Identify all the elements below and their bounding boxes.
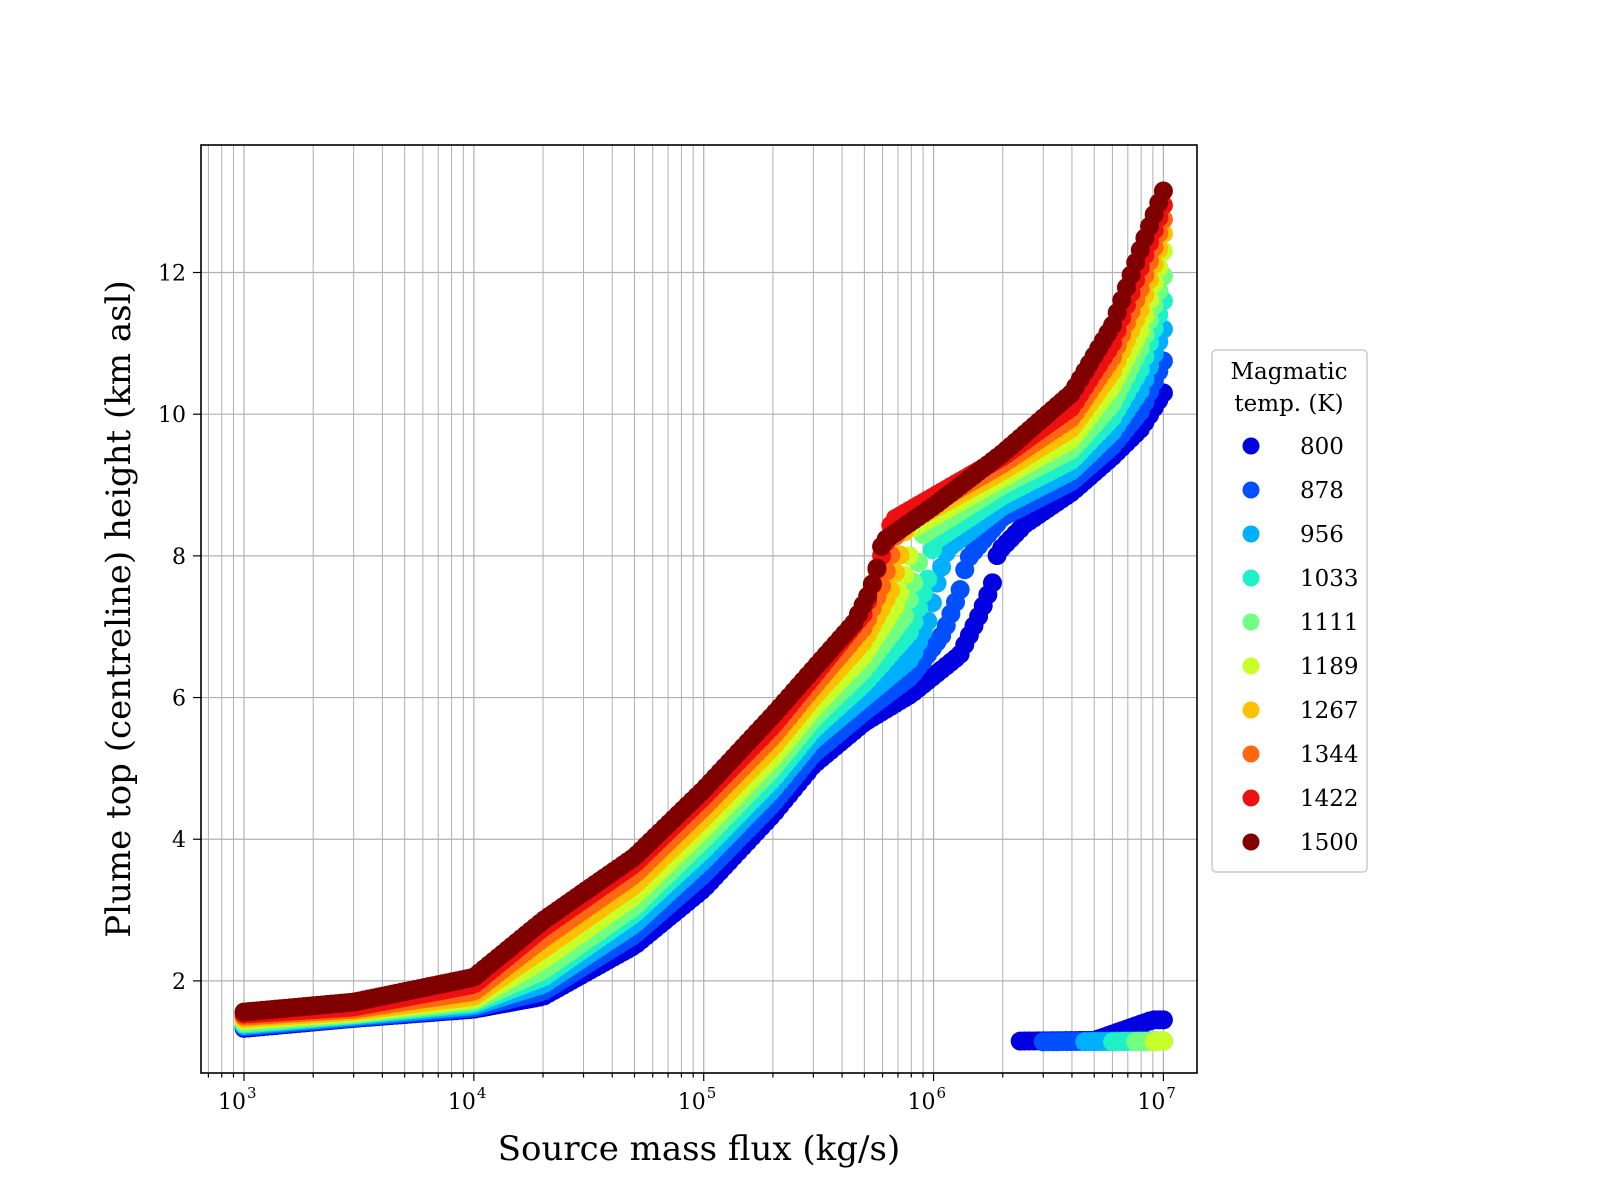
x-tick-base: 10 bbox=[1137, 1090, 1165, 1115]
legend-entry: 956 bbox=[1242, 522, 1344, 548]
x-tick-exponent: 4 bbox=[477, 1084, 487, 1102]
legend-entry: 1267 bbox=[1242, 698, 1359, 724]
legend-label: 1033 bbox=[1300, 566, 1359, 592]
legend-label: 800 bbox=[1300, 434, 1344, 460]
data-point bbox=[1153, 181, 1173, 201]
legend-label: 878 bbox=[1300, 478, 1344, 504]
x-tick-exponent: 7 bbox=[1166, 1084, 1176, 1102]
x-tick-label: 10 7 bbox=[1137, 1084, 1176, 1115]
legend-entry: 800 bbox=[1242, 434, 1344, 460]
legend-marker bbox=[1242, 525, 1260, 543]
grid-lines bbox=[201, 145, 1197, 1073]
legend-marker bbox=[1242, 789, 1260, 807]
x-tick-base: 10 bbox=[678, 1090, 706, 1115]
legend-label: 1344 bbox=[1300, 742, 1359, 768]
legend-marker bbox=[1242, 745, 1260, 763]
legend-label: 1189 bbox=[1300, 654, 1359, 680]
series-1500 bbox=[234, 181, 1173, 1022]
data-point bbox=[982, 573, 1002, 593]
data-point bbox=[932, 557, 952, 577]
x-tick-exponent: 5 bbox=[707, 1084, 717, 1102]
data-point bbox=[862, 574, 882, 594]
legend-entries: 800 878 956 1033 1111 1189 1267 1344 1422 1500 bbox=[1242, 434, 1359, 856]
x-tick-label: 10 5 bbox=[678, 1084, 717, 1115]
y-tick-label: 6 bbox=[172, 687, 186, 712]
legend-marker bbox=[1242, 701, 1260, 719]
legend-label: 1111 bbox=[1300, 610, 1359, 636]
legend-marker bbox=[1242, 657, 1260, 675]
x-tick-label: 10 6 bbox=[908, 1084, 947, 1115]
legend-label: 1267 bbox=[1300, 698, 1359, 724]
x-tick-exponent: 6 bbox=[937, 1084, 947, 1102]
x-tick-labels: 10 3 10 4 10 5 10 6 10 7 bbox=[218, 1084, 1176, 1115]
x-tick-label: 10 4 bbox=[448, 1084, 487, 1115]
x-tick-base: 10 bbox=[908, 1090, 936, 1115]
y-tick-label: 8 bbox=[172, 545, 186, 570]
scatter-points bbox=[234, 181, 1173, 1052]
legend-marker bbox=[1242, 833, 1260, 851]
legend: Magmatic temp. (K) 800 878 956 1033 1111 1189… bbox=[1211, 349, 1368, 873]
data-point bbox=[867, 558, 887, 578]
y-tick-label: 10 bbox=[158, 403, 186, 428]
y-axis-label: Plume top (centreline) height (km asl) bbox=[99, 280, 139, 938]
legend-label: 1500 bbox=[1300, 830, 1359, 856]
legend-entry: 878 bbox=[1242, 478, 1344, 504]
legend-title-line-2: temp. (K) bbox=[1234, 391, 1343, 417]
y-tick-labels: 2 4 6 8 10 12 bbox=[158, 262, 186, 995]
x-tick-base: 10 bbox=[448, 1090, 476, 1115]
axis-ticks bbox=[193, 271, 1165, 1081]
legend-entry: 1344 bbox=[1242, 742, 1359, 768]
legend-entry: 1111 bbox=[1242, 610, 1359, 636]
data-point bbox=[1153, 1010, 1173, 1030]
data-point bbox=[950, 580, 970, 600]
y-tick-label: 4 bbox=[172, 828, 186, 853]
legend-label: 956 bbox=[1300, 522, 1344, 548]
legend-marker bbox=[1242, 481, 1260, 499]
plot-frame bbox=[200, 144, 1198, 1074]
legend-entry: 1500 bbox=[1242, 830, 1359, 856]
legend-marker bbox=[1242, 613, 1260, 631]
x-tick-exponent: 3 bbox=[247, 1084, 257, 1102]
legend-box bbox=[1211, 349, 1368, 873]
x-axis-label: Source mass flux (kg/s) bbox=[498, 1129, 900, 1169]
legend-label: 1422 bbox=[1300, 786, 1359, 812]
data-point bbox=[1153, 1031, 1173, 1051]
x-tick-base: 10 bbox=[218, 1090, 246, 1115]
x-tick-label: 10 3 bbox=[218, 1084, 257, 1115]
legend-entry: 1189 bbox=[1242, 654, 1359, 680]
y-tick-label: 12 bbox=[158, 262, 186, 287]
y-tick-label: 2 bbox=[172, 970, 186, 995]
data-point bbox=[918, 611, 938, 631]
legend-entry: 1422 bbox=[1242, 786, 1359, 812]
legend-entry: 1033 bbox=[1242, 566, 1359, 592]
legend-marker bbox=[1242, 569, 1260, 587]
legend-title-line-1: Magmatic bbox=[1231, 359, 1348, 385]
legend-marker bbox=[1242, 437, 1260, 455]
